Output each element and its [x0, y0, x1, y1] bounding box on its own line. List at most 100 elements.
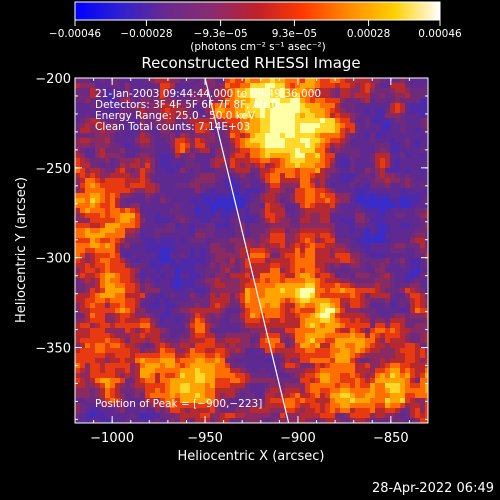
- heatmap-cell: [380, 263, 385, 268]
- heatmap-cell: [275, 338, 280, 343]
- heatmap-cell: [420, 178, 425, 183]
- heatmap-cell: [75, 158, 80, 163]
- heatmap-cell: [140, 133, 145, 138]
- heatmap-cell: [370, 348, 375, 353]
- heatmap-cell: [240, 403, 245, 408]
- heatmap-cell: [165, 383, 170, 388]
- heatmap-cell: [410, 133, 415, 138]
- heatmap-cell: [240, 268, 245, 273]
- heatmap-cell: [160, 183, 165, 188]
- heatmap-cell: [265, 413, 270, 418]
- heatmap-cell: [270, 378, 275, 383]
- heatmap-cell: [115, 378, 120, 383]
- heatmap-cell: [295, 288, 300, 293]
- heatmap-cell: [185, 363, 190, 368]
- heatmap-cell: [415, 193, 420, 198]
- heatmap-cell: [175, 328, 180, 333]
- heatmap-cell: [380, 293, 385, 298]
- heatmap-cell: [365, 168, 370, 173]
- heatmap-cell: [205, 328, 210, 333]
- heatmap-cell: [360, 328, 365, 333]
- heatmap-cell: [335, 98, 340, 103]
- heatmap-cell: [185, 153, 190, 158]
- heatmap-cell: [150, 203, 155, 208]
- heatmap-cell: [230, 198, 235, 203]
- heatmap-cell: [320, 328, 325, 333]
- heatmap-cell: [330, 88, 335, 93]
- heatmap-cell: [330, 263, 335, 268]
- heatmap-cell: [200, 413, 205, 418]
- heatmap-cell: [375, 163, 380, 168]
- heatmap-cell: [375, 268, 380, 273]
- heatmap-cell: [220, 258, 225, 263]
- heatmap-cell: [415, 343, 420, 348]
- heatmap-cell: [330, 258, 335, 263]
- heatmap-cell: [290, 393, 295, 398]
- heatmap-cell: [110, 228, 115, 233]
- heatmap-cell: [255, 403, 260, 408]
- heatmap-cell: [265, 173, 270, 178]
- heatmap-cell: [365, 368, 370, 373]
- heatmap-cell: [425, 138, 428, 143]
- heatmap-cell: [225, 238, 230, 243]
- heatmap-cell: [210, 153, 215, 158]
- heatmap-cell: [375, 178, 380, 183]
- heatmap-cell: [210, 223, 215, 228]
- heatmap-cell: [120, 288, 125, 293]
- heatmap-cell: [165, 353, 170, 358]
- heatmap-cell: [325, 418, 330, 423]
- heatmap-cell: [340, 153, 345, 158]
- heatmap-cell: [155, 358, 160, 363]
- heatmap-cell: [95, 108, 100, 113]
- heatmap-cell: [290, 358, 295, 363]
- heatmap-cell: [130, 163, 135, 168]
- heatmap-cell: [345, 398, 350, 403]
- heatmap-cell: [90, 143, 95, 148]
- heatmap-cell: [115, 388, 120, 393]
- heatmap-cell: [365, 268, 370, 273]
- heatmap-cell: [305, 283, 310, 288]
- heatmap-cell: [280, 263, 285, 268]
- heatmap-cell: [415, 298, 420, 303]
- heatmap-cell: [150, 143, 155, 148]
- heatmap-cell: [240, 298, 245, 303]
- heatmap-cell: [80, 398, 85, 403]
- heatmap-cell: [165, 198, 170, 203]
- heatmap-cell: [385, 328, 390, 333]
- heatmap-cell: [110, 153, 115, 158]
- heatmap-cell: [150, 103, 155, 108]
- heatmap-cell: [295, 123, 300, 128]
- heatmap-cell: [280, 128, 285, 133]
- heatmap-cell: [390, 398, 395, 403]
- heatmap-cell: [210, 403, 215, 408]
- heatmap-cell: [385, 403, 390, 408]
- heatmap-cell: [180, 133, 185, 138]
- heatmap-cell: [115, 338, 120, 343]
- heatmap-cell: [285, 348, 290, 353]
- heatmap-cell: [130, 353, 135, 358]
- heatmap-cell: [315, 358, 320, 363]
- heatmap-cell: [380, 268, 385, 273]
- heatmap-cell: [105, 393, 110, 398]
- heatmap-cell: [280, 223, 285, 228]
- heatmap-cell: [335, 133, 340, 138]
- heatmap-cell: [155, 408, 160, 413]
- heatmap-cell: [380, 153, 385, 158]
- heatmap-cell: [85, 173, 90, 178]
- heatmap-cell: [335, 168, 340, 173]
- heatmap-cell: [185, 383, 190, 388]
- heatmap-cell: [170, 243, 175, 248]
- heatmap-cell: [410, 273, 415, 278]
- heatmap-cell: [350, 223, 355, 228]
- heatmap-cell: [225, 268, 230, 273]
- heatmap-cell: [250, 283, 255, 288]
- heatmap-cell: [150, 178, 155, 183]
- heatmap-cell: [185, 78, 190, 83]
- heatmap-cell: [370, 98, 375, 103]
- heatmap-cell: [225, 258, 230, 263]
- heatmap-cell: [115, 408, 120, 413]
- heatmap-cell: [420, 418, 425, 423]
- heatmap-cell: [160, 273, 165, 278]
- heatmap-cell: [260, 283, 265, 288]
- heatmap-cell: [150, 153, 155, 158]
